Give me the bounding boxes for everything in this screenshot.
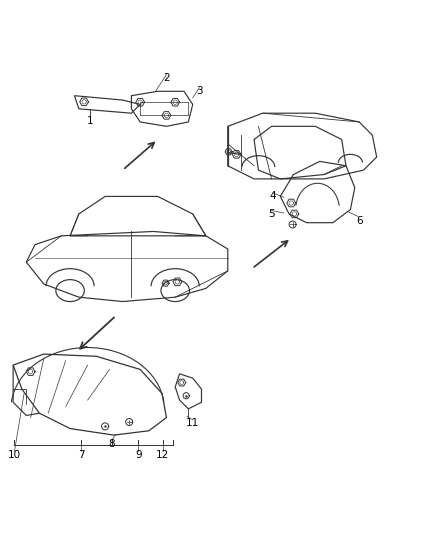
Text: 8: 8 xyxy=(108,439,115,449)
Text: 4: 4 xyxy=(269,191,276,201)
Text: 6: 6 xyxy=(356,215,363,225)
Text: 11: 11 xyxy=(186,418,199,429)
Text: 7: 7 xyxy=(78,450,85,460)
Text: 10: 10 xyxy=(8,450,21,460)
Text: 2: 2 xyxy=(163,73,170,83)
Text: 3: 3 xyxy=(196,86,203,96)
Text: 1: 1 xyxy=(86,116,93,126)
Text: 5: 5 xyxy=(268,209,275,219)
Text: 9: 9 xyxy=(135,450,142,460)
Text: 12: 12 xyxy=(156,450,170,460)
